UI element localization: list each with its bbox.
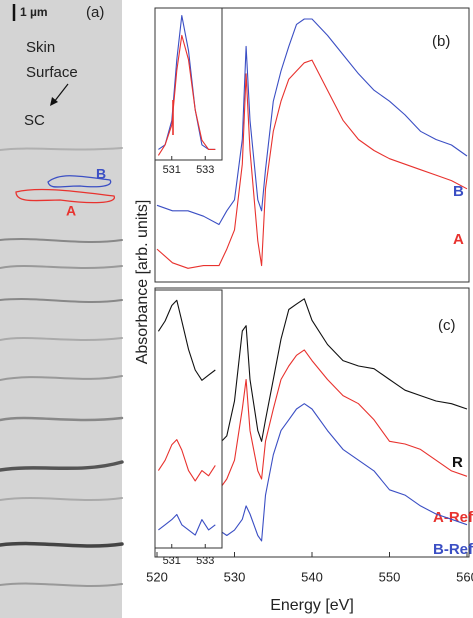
region-label: B: [96, 166, 106, 182]
arrow: [53, 83, 69, 103]
spectrum-line: [156, 59, 468, 269]
inset-x-tick-label: 533: [196, 555, 214, 567]
inset-background: [154, 289, 223, 549]
annotation: Surface: [26, 64, 78, 81]
x-tick-label: 520: [146, 569, 168, 584]
x-axis-label: Energy [eV]: [270, 597, 354, 614]
annotation: Skin: [26, 39, 55, 56]
inset-x-tick-label: 531: [163, 164, 181, 176]
panel-label: (b): [432, 33, 450, 50]
region-outline: [47, 175, 112, 188]
series-label: B-Ref: [433, 541, 473, 558]
x-tick-label: 530: [224, 569, 246, 584]
spectrum-line: [156, 403, 468, 542]
annotation: SC: [24, 112, 45, 129]
inset-x-tick-label: 533: [196, 164, 214, 176]
y-axis-label: Absorbance [arb. units]: [134, 200, 151, 365]
spectrum-line: [156, 349, 468, 496]
spectrum-line: [156, 18, 468, 226]
series-label: R: [452, 454, 463, 471]
panel-label: (c): [438, 317, 456, 334]
spectrum-line: [203, 298, 468, 445]
panel-label: (a): [86, 4, 104, 21]
series-label: B: [453, 183, 464, 200]
region-outline: [15, 188, 115, 204]
x-tick-label: 560: [456, 569, 473, 584]
x-tick-label: 550: [379, 569, 401, 584]
micrograph: [0, 0, 122, 618]
spectrum-line: [157, 439, 216, 482]
spectrum-line: [158, 513, 216, 536]
inset-background: [154, 7, 223, 161]
series-label: A-Ref: [433, 509, 473, 526]
x-tick-label: 540: [301, 569, 323, 584]
spectrum-line: [158, 15, 216, 150]
spectrum-line: [157, 299, 216, 381]
spectrum-line: [157, 34, 216, 156]
micrograph-layers: [0, 147, 124, 587]
inset-x-tick-label: 531: [163, 555, 181, 567]
series-label: A: [453, 231, 464, 248]
region-label: A: [66, 203, 76, 219]
scale-label: 1 µm: [20, 5, 48, 19]
arrow-head: [50, 97, 58, 106]
